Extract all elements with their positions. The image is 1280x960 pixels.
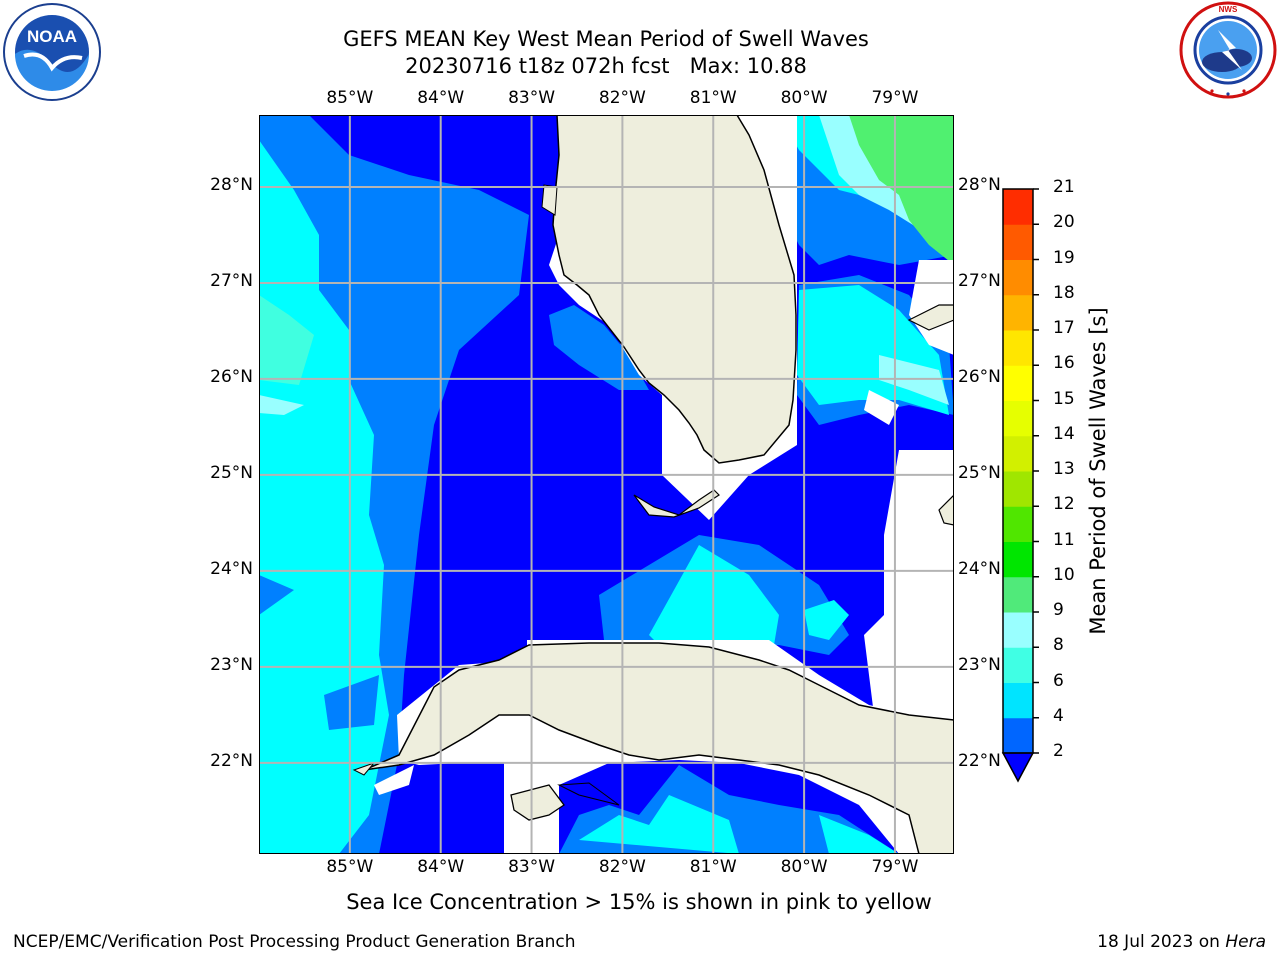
ocean-10-11s-atlantic (849, 115, 954, 265)
colorbar-swatch (1003, 294, 1033, 331)
colorbar-swatch (1003, 612, 1033, 648)
lon-tick-label: 81°W (689, 857, 737, 877)
colorbar-swatch (1003, 471, 1033, 507)
lat-tick-label: 22°N (210, 750, 253, 771)
nws-logo-icon: NWS (1179, 1, 1277, 99)
svg-text:NWS: NWS (1219, 5, 1238, 14)
lon-tick-label: 82°W (598, 88, 646, 108)
colorbar-swatch (1003, 259, 1033, 296)
ocean-9-10s-bahamas (879, 355, 949, 405)
land-cuba-west-tip (352, 761, 376, 776)
colorbar-swatch (1003, 330, 1033, 366)
noaa-logo-icon: NOAA (3, 3, 101, 101)
lat-tick-label: 26°N (958, 366, 1001, 387)
colorbar-tick-label: 19 (1053, 247, 1075, 268)
colorbar-swatch (1003, 541, 1033, 578)
lon-tick-label: 79°W (871, 88, 919, 108)
colorbar-tick-label: 17 (1053, 318, 1075, 338)
colorbar-swatch (1003, 435, 1033, 472)
colorbar-swatch (1003, 189, 1033, 225)
land-florida (552, 115, 797, 464)
colorbar-swatch (1003, 717, 1033, 754)
land-florida-keys (633, 489, 720, 518)
lat-tick-label: 24°N (958, 558, 1001, 579)
land-grand-bahama (907, 304, 954, 331)
lon-tick-label: 85°W (326, 88, 374, 108)
lon-tick-label: 82°W (598, 857, 646, 877)
colorbar-swatch (1003, 224, 1033, 260)
colorbar-tick-label: 20 (1053, 212, 1075, 233)
colorbar-swatch (1003, 365, 1033, 401)
colorbar-tick-label: 6 (1053, 670, 1064, 691)
ocean-8-9s-west (259, 295, 314, 385)
colorbar-title: Mean Period of Swell Waves [s] (1086, 307, 1110, 635)
colorbar-swatch (1003, 647, 1033, 683)
lon-tick-label: 84°W (417, 857, 465, 877)
colorbar-swatch (1003, 506, 1033, 542)
lat-tick-label: 23°N (210, 654, 253, 675)
lon-tick-label: 83°W (508, 857, 556, 877)
footer-date-text: 18 Jul 2023 on (1097, 932, 1226, 952)
colorbar-tick-label: 18 (1053, 282, 1075, 303)
mask-cuba-west (374, 765, 414, 795)
colorbar-swatch (1003, 576, 1033, 613)
colorbar-tick-label: 16 (1053, 353, 1075, 374)
lat-tick-label: 23°N (958, 654, 1001, 675)
footer-host: Hera (1225, 932, 1266, 952)
ocean-4-6s-west-inner2 (324, 675, 379, 730)
mask-bahamas-mid (864, 390, 899, 425)
land-cuba (363, 642, 954, 854)
colorbar-tick-label: 14 (1053, 423, 1075, 444)
ocean-6-8s-straits-east (804, 600, 849, 640)
sea-ice-caption: Sea Ice Concentration > 15% is shown in … (346, 890, 932, 914)
lat-tick-label: 25°N (958, 462, 1001, 483)
ocean-4-6s-west-inner (259, 575, 294, 615)
swell-period-map (259, 115, 954, 854)
colorbar-swatch (1003, 682, 1033, 719)
colorbar-tick-label: 11 (1053, 529, 1075, 550)
lon-tick-label: 79°W (871, 857, 919, 877)
map-graticule (259, 115, 954, 854)
land-andros (938, 494, 954, 526)
ocean-9-10s-west (259, 395, 304, 415)
lon-tick-label: 80°W (780, 88, 828, 108)
lon-tick-label: 84°W (417, 88, 465, 108)
land-cuba-keys-south (557, 782, 620, 806)
lon-tick-label: 80°W (780, 857, 828, 877)
colorbar-tick-label: 12 (1053, 494, 1075, 515)
svg-text:NOAA: NOAA (27, 27, 77, 46)
colorbar-tick-label: 13 (1053, 459, 1075, 479)
colorbar-extend-triangle (1001, 752, 1035, 783)
footer-branch: NCEP/EMC/Verification Post Processing Pr… (13, 932, 576, 952)
colorbar-tick-label: 4 (1053, 705, 1064, 726)
lat-tick-label: 22°N (958, 750, 1001, 771)
colorbar-tick-label: 8 (1053, 635, 1064, 656)
lat-tick-label: 24°N (210, 558, 253, 579)
colorbar-tick-label: 10 (1053, 564, 1075, 585)
lat-tick-label: 28°N (958, 174, 1001, 195)
colorbar-swatch (1003, 400, 1033, 437)
colorbar-tick-label: 9 (1053, 600, 1064, 620)
lon-tick-label: 81°W (689, 88, 737, 108)
ocean-6-8s-south (579, 795, 739, 854)
colorbar-tick-label: 15 (1053, 388, 1075, 409)
colorbar-tick-label: 21 (1053, 177, 1075, 197)
lat-tick-label: 27°N (210, 270, 253, 291)
lat-tick-label: 27°N (958, 270, 1001, 291)
land-isla-de-la-juventud (510, 784, 565, 821)
chart-title-line1: GEFS MEAN Key West Mean Period of Swell … (343, 27, 869, 51)
lat-tick-label: 25°N (210, 462, 253, 483)
chart-title-line2: 20230716 t18z 072h fcst Max: 10.88 (405, 54, 807, 78)
colorbar (1001, 188, 1039, 783)
lon-tick-label: 83°W (508, 88, 556, 108)
noaa-logo: NOAA (2, 2, 102, 102)
ocean-4-6s-fl-west (549, 305, 649, 390)
ocean-6-8s-south-east (819, 815, 899, 854)
footer-date: 18 Jul 2023 on Hera (1097, 932, 1266, 952)
colorbar-tick-label: 2 (1053, 741, 1064, 761)
lon-tick-label: 85°W (326, 857, 374, 877)
lat-tick-label: 28°N (210, 174, 253, 195)
nws-logo: NWS (1178, 0, 1278, 100)
lat-tick-label: 26°N (210, 366, 253, 387)
